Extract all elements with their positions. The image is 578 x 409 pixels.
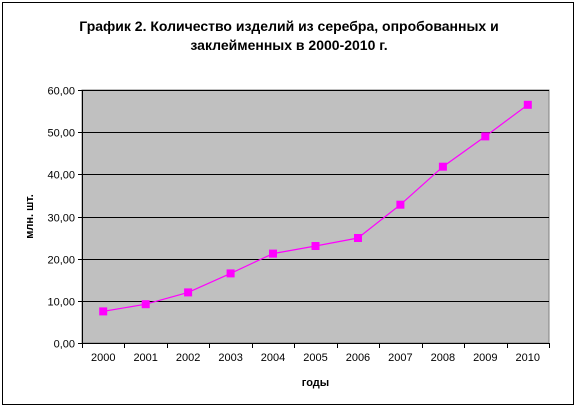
y-tick-label: 0,00 (54, 339, 75, 351)
x-axis-ticks: 2000 2001 2002 2003 2004 2005 2006 2007 2008 2009… (82, 343, 550, 364)
data-point-marker (523, 100, 532, 109)
chart-title: График 2. Количество изделий из серебра,… (3, 17, 575, 55)
chart-title-line-2: заклейменных в 2000-2010 г. (190, 37, 388, 53)
data-point-marker (141, 300, 150, 309)
y-axis-title: млн. шт. (24, 194, 36, 239)
x-tick-label: 2003 (218, 352, 242, 364)
x-tick-label: 2005 (303, 352, 327, 364)
data-point-marker (226, 269, 235, 278)
plot-area (81, 89, 550, 344)
y-tick-label: 50,00 (47, 128, 75, 140)
y-axis-ticks: 0,00 10,00 20,00 30,00 40,00 50,00 60,00 (47, 86, 82, 351)
x-tick-label: 2006 (346, 352, 370, 364)
x-axis-title: годы (302, 377, 329, 389)
data-point-marker (354, 234, 362, 242)
y-tick-label: 30,00 (47, 213, 75, 225)
axes (82, 90, 549, 344)
data-point-marker (396, 200, 405, 209)
y-tick-label: 40,00 (47, 170, 75, 182)
x-tick-label: 2001 (133, 352, 157, 364)
x-tick-label: 2007 (388, 352, 412, 364)
data-point-marker (481, 132, 490, 141)
y-tick-label: 20,00 (47, 255, 75, 267)
series-group (99, 100, 532, 316)
x-tick-label: 2000 (91, 352, 115, 364)
x-tick-label: 2010 (516, 352, 540, 364)
x-tick-label: 2004 (261, 352, 285, 364)
y-tick-label: 10,00 (47, 297, 75, 309)
chart-title-line-1: График 2. Количество изделий из серебра,… (79, 18, 499, 34)
data-point-marker (99, 307, 108, 316)
x-tick-label: 2009 (473, 352, 497, 364)
x-tick-label: 2002 (176, 352, 200, 364)
chart-frame: График 2. Количество изделий из серебра,… (2, 2, 574, 405)
y-tick-label: 60,00 (47, 86, 75, 98)
data-point-marker (269, 249, 277, 258)
x-tick-label: 2008 (431, 352, 455, 364)
grid-lines (82, 90, 549, 302)
data-point-marker (184, 288, 193, 297)
data-point-marker (311, 242, 320, 250)
data-point-marker (438, 162, 447, 171)
